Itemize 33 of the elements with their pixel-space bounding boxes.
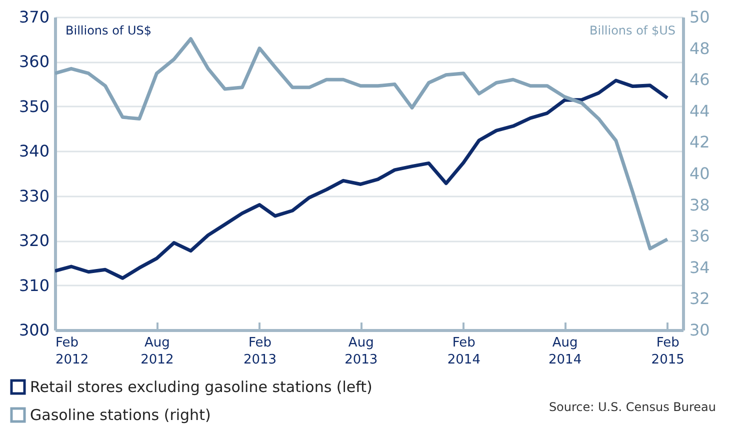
x-tick-label: Feb 2012	[56, 336, 89, 368]
y-tick-label: 310	[18, 276, 50, 295]
line-series	[55, 37, 670, 250]
y2-tick-label: 48	[690, 38, 710, 58]
y2-tick-label: 32	[690, 289, 710, 308]
y2-tick-label: 30	[690, 320, 710, 340]
y-tick-label: 360	[18, 52, 50, 72]
y2-tick-label: 36	[690, 226, 710, 246]
x-tick-label: Aug 2012	[140, 336, 174, 368]
y-tick-label: 350	[18, 96, 50, 116]
y2-axis-title: Billions of $US	[590, 24, 676, 38]
y-tick-label: 300	[18, 320, 50, 340]
y2-tick-label: 42	[690, 132, 710, 152]
y2-tick-label: 38	[690, 195, 710, 214]
x-tick-label: Aug 2014	[548, 336, 582, 368]
y2-tick-label: 50	[690, 8, 710, 26]
y-tick-label: 370	[18, 8, 50, 26]
y-tick-label: 340	[18, 142, 50, 161]
x-tick-label: Feb 2013	[243, 336, 277, 368]
legend-label: Gasoline stations (right)	[30, 406, 211, 424]
line-series	[55, 78, 670, 280]
x-tick-label: Aug 2013	[344, 336, 378, 368]
y2-tick-label: 40	[690, 164, 710, 183]
source-note: Source: U.S. Census Bureau	[548, 400, 716, 414]
y2-tick-label: 46	[690, 70, 710, 90]
y2-tick-label: 44	[690, 101, 710, 120]
y2-tick-label: 34	[690, 258, 710, 277]
y-tick-label: 330	[18, 186, 50, 206]
x-tick-label: Feb 2015	[651, 336, 684, 368]
x-tick-label: Feb 2014	[447, 336, 480, 368]
y-axis-title: Billions of US$	[66, 24, 152, 38]
y-tick-label: 320	[18, 231, 50, 250]
legend-label: Retail stores excluding gasoline stations (left)	[30, 378, 372, 396]
